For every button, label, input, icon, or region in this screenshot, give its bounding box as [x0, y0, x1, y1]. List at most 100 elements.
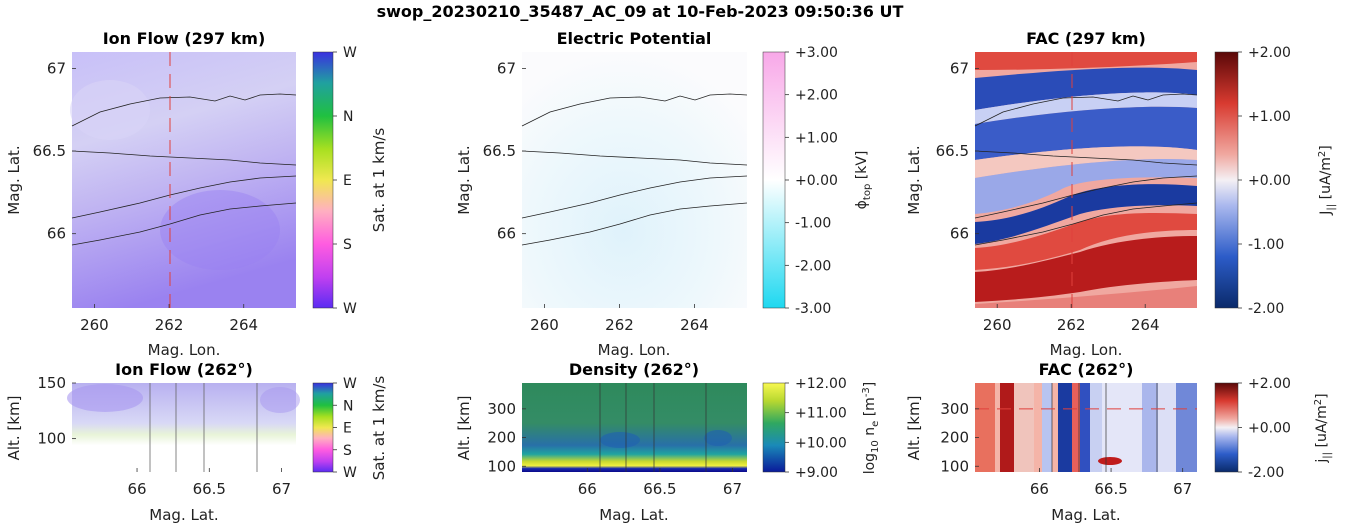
colorbar-tick-label: -2.00	[1248, 465, 1284, 481]
potential-map-panel: Electric Potential Mag. Lon. Mag. Lat. ϕ…	[455, 29, 873, 359]
colorbar-tick-label: +9.00	[795, 465, 838, 481]
density-cut-panel: Density (262°) Mag. Lat. Alt. [km] log10…	[455, 360, 881, 524]
colorbar-tick-label: +1.00	[795, 130, 838, 146]
fac-band	[975, 236, 1197, 302]
colorbar-tick-label: -2.00	[795, 258, 831, 274]
x-tick-label: 67	[272, 480, 291, 498]
x-tick-label: 260	[80, 316, 109, 334]
fac-band	[1000, 383, 1014, 472]
fac-band	[975, 184, 1197, 244]
ion-flow-cut-colorbar	[312, 382, 334, 473]
y-tick-label: 66.5	[33, 142, 66, 160]
y-tick-label: 66	[950, 225, 969, 243]
x-tick-label: 66.5	[193, 480, 226, 498]
density-cut-blob	[600, 432, 640, 448]
fac-band	[975, 106, 1197, 160]
fac-map-colorbar	[1214, 51, 1239, 309]
colorbar-tick-label: +2.00	[1248, 376, 1291, 392]
potential-map-field	[522, 52, 747, 308]
colorbar-tick-label: W	[343, 465, 357, 481]
fac-band	[1176, 383, 1197, 472]
fac-map-contours	[974, 93, 1198, 246]
colorbar-tick-label: -2.00	[1248, 301, 1284, 317]
fac-band	[1014, 383, 1034, 472]
fac-band	[975, 286, 1197, 308]
ion-flow-map-ylabel: Mag. Lat.	[5, 145, 23, 214]
fac-band	[1142, 383, 1158, 472]
y-tick-label: 150	[37, 374, 66, 392]
density-cut-blob	[704, 430, 732, 446]
x-tick-label: 67	[1173, 480, 1192, 498]
colorbar-tick-label: S	[343, 443, 352, 459]
y-tick-label: 66.5	[483, 142, 516, 160]
ion-flow-cut-ylabel: Alt. [km]	[5, 396, 23, 461]
y-tick-label: 67	[950, 60, 969, 78]
ion-flow-cut-colorbar-label: Sat. at 1 km/s	[370, 376, 388, 481]
fac-cut-colorbar-label: j|| [uA/m2]	[1313, 393, 1333, 463]
fac-band	[975, 158, 1197, 214]
ion-flow-map-colorbar	[312, 51, 334, 309]
colorbar-tick-label: S	[343, 237, 352, 253]
x-tick-label: 264	[680, 316, 709, 334]
x-tick-label: 66.5	[1094, 480, 1127, 498]
contour-line	[974, 93, 1198, 127]
x-tick-label: 262	[155, 316, 184, 334]
contour-line	[71, 202, 297, 246]
figure-title: swop_20230210_35487_AC_09 at 10-Feb-2023…	[377, 2, 904, 21]
colorbar-tick-label: W	[343, 301, 357, 317]
fac-band	[975, 212, 1197, 270]
ion-flow-map-contours	[71, 93, 297, 246]
y-tick-label: 66	[47, 225, 66, 243]
ion-flow-cut-panel: Ion Flow (262°) Mag. Lat. Alt. [km] Sat.…	[5, 360, 388, 524]
ion-flow-map-blob	[70, 80, 150, 140]
colorbar-tick-label: +0.00	[1248, 173, 1291, 189]
fac-band	[1080, 383, 1090, 472]
colorbar-tick-label: +1.00	[1248, 109, 1291, 125]
density-cut-ylabel: Alt. [km]	[455, 396, 473, 461]
ion-flow-cut-title: Ion Flow (262°)	[115, 360, 253, 379]
fac-band	[1072, 383, 1080, 472]
fac-cut-title: FAC (262°)	[1039, 360, 1134, 379]
colorbar-tick-label: +10.00	[795, 435, 847, 451]
colorbar-tick-label: W	[343, 45, 357, 61]
colorbar-tick-label: N	[343, 109, 353, 125]
colorbar-tick-label: -1.00	[1248, 237, 1284, 253]
y-tick-label: 67	[497, 60, 516, 78]
density-cut-contours	[599, 383, 707, 472]
fac-band	[975, 52, 1197, 70]
contour-line	[521, 175, 748, 219]
contour-line	[521, 150, 748, 166]
ion-flow-map-colorbar-label: Sat. at 1 km/s	[370, 128, 388, 233]
potential-map-xlabel: Mag. Lon.	[598, 341, 671, 359]
colorbar-tick-label: +0.00	[1248, 421, 1291, 437]
fac-band	[1090, 383, 1102, 472]
y-tick-label: 100	[940, 457, 969, 475]
colorbar-tick-label: E	[343, 173, 352, 189]
contour-line	[71, 93, 297, 127]
fac-cut-bands	[975, 383, 1197, 472]
fac-band	[1058, 383, 1072, 472]
fac-band	[1158, 383, 1176, 472]
x-tick-label: 66	[578, 480, 597, 498]
fac-map-xlabel: Mag. Lon.	[1050, 341, 1123, 359]
colorbar-tick-label: -3.00	[795, 301, 831, 317]
potential-map-contours	[521, 93, 748, 246]
contour-line	[974, 202, 1198, 246]
density-cut-xlabel: Mag. Lat.	[599, 506, 668, 524]
ion-flow-map-xlabel: Mag. Lon.	[148, 341, 221, 359]
potential-map-colorbar	[762, 51, 786, 309]
colorbar-tick-label: +0.00	[795, 173, 838, 189]
fac-map-ylabel: Mag. Lat.	[905, 145, 923, 214]
colorbar-tick-label: +2.00	[1248, 45, 1291, 61]
x-tick-label: 66	[1030, 480, 1049, 498]
fac-cut-panel: FAC (262°) Mag. Lat. Alt. [km] j||	[905, 360, 1333, 524]
density-cut-field	[522, 383, 747, 472]
contour-line	[71, 175, 297, 219]
fac-map-panel: FAC (297 km) Mag. Lon. Mag. Lat. J|| [uA…	[905, 29, 1337, 359]
y-tick-label: 67	[47, 60, 66, 78]
x-tick-label: 66.5	[643, 480, 676, 498]
fac-band	[975, 92, 1197, 124]
fac-map-bands	[975, 52, 1197, 308]
contour-line	[521, 202, 748, 246]
